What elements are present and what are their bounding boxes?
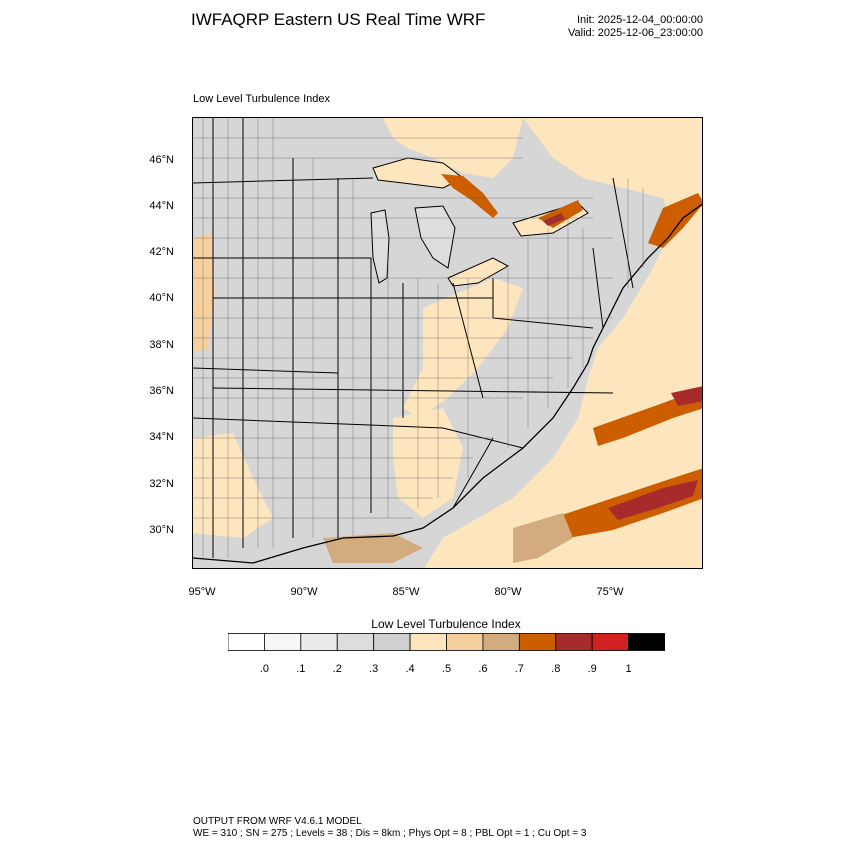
colorbar-box: [518, 633, 557, 651]
colorbar-tick-label: .3: [369, 663, 379, 675]
atlantic-band-tan: [513, 513, 573, 563]
atlantic-band-south-peak: [608, 480, 698, 520]
atlantic-band-north-peak: [671, 386, 702, 406]
gulf-band-tan: [323, 533, 423, 563]
lat-label-30: 30°N: [149, 524, 174, 536]
coastline: [193, 203, 702, 564]
lake-ontario-peak: [543, 213, 565, 226]
colorbar-tick-label: .1: [296, 663, 306, 675]
ocean-shading: [424, 118, 702, 568]
colorbar-tick-label: 1: [625, 663, 632, 675]
init-time-label: Init: 2025-12-04_00:00:00: [577, 14, 703, 26]
lat-label-38: 38°N: [149, 339, 174, 351]
lat-label-32: 32°N: [149, 478, 174, 490]
colorbar-box: [591, 633, 629, 651]
colorbar-title: Low Level Turbulence Index: [371, 617, 521, 631]
colorbar-tick-label: .2: [332, 663, 342, 675]
colorbar-tick-label: .0: [259, 663, 269, 675]
colorbar-box: [409, 633, 447, 651]
county-boundaries: [193, 118, 644, 558]
lake-superior-high-band: [441, 174, 498, 218]
lon-label-95: 95°W: [188, 586, 216, 598]
colorbar-tick-label: .6: [478, 663, 488, 675]
colorbar-box: [300, 633, 338, 651]
colorbar-box: [555, 633, 593, 651]
gulf-of-maine-band: [648, 193, 702, 248]
colorbar-box: [628, 633, 665, 651]
lake-erie: [447, 257, 510, 287]
west-land-band: [193, 233, 215, 353]
map-panel: [192, 117, 703, 569]
lat-label-46: 46°N: [149, 154, 174, 166]
canada-shading: [383, 118, 523, 178]
colorbar-box: [228, 633, 265, 651]
lon-label-80: 80°W: [494, 586, 522, 598]
footer-config-line: WE = 310 ; SN = 275 ; Levels = 38 ; Dis …: [193, 828, 587, 839]
footer-model-line: OUTPUT FROM WRF V4.6.1 MODEL: [193, 816, 362, 827]
colorbar-box: [264, 633, 302, 651]
lon-label-75: 75°W: [596, 586, 624, 598]
colorbar-box: [482, 633, 520, 651]
lat-label-44: 44°N: [149, 200, 174, 212]
colorbar-box: [373, 633, 411, 651]
colorbar-tick-label: .9: [587, 663, 597, 675]
atlantic-band-north: [593, 388, 702, 446]
lat-label-36: 36°N: [149, 385, 174, 397]
colorbar-tick-label: .5: [441, 663, 452, 675]
colorbar-box: [446, 633, 484, 651]
colorbar-tick-label: .8: [551, 663, 561, 675]
colorbar-tick-label: .4: [405, 663, 415, 675]
lat-label-34: 34°N: [149, 431, 174, 443]
lat-label-40: 40°N: [149, 292, 174, 304]
page-title: IWFAQRP Eastern US Real Time WRF: [191, 10, 486, 29]
colorbar-tick-label: .7: [514, 663, 524, 675]
lon-label-85: 85°W: [392, 586, 420, 598]
colorbar: [228, 633, 665, 651]
colorbar-box: [336, 633, 375, 651]
valid-time-label: Valid: 2025-12-06_23:00:00: [568, 27, 703, 39]
map-canvas: [193, 118, 702, 568]
southeast-land-band: [393, 408, 463, 518]
panel-title: Low Level Turbulence Index: [193, 93, 330, 105]
lat-label-42: 42°N: [149, 246, 174, 258]
lon-label-90: 90°W: [290, 586, 318, 598]
